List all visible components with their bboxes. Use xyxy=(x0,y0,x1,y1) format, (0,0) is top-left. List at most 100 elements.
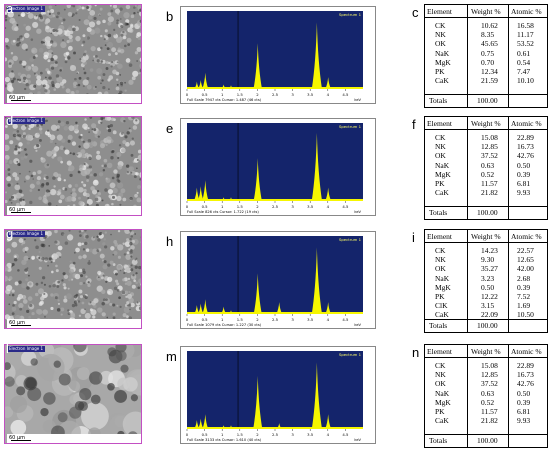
scale-bar: 60 µm xyxy=(7,94,141,103)
table-cell: PK xyxy=(435,179,445,188)
spectrum-peak xyxy=(253,375,263,429)
spectrum-baseline xyxy=(187,427,363,429)
table-cell: 21.82 xyxy=(481,188,498,198)
spectrum-legend: Spectrum 1 xyxy=(339,352,362,357)
sem-texture xyxy=(5,5,141,103)
panel-label-sem: a xyxy=(6,1,14,16)
spectrum-peak xyxy=(325,187,332,201)
table-cell: CaK xyxy=(435,76,449,86)
x-tick-label: 2.5 xyxy=(272,204,279,209)
sem-texture xyxy=(5,117,141,215)
table-cell: 16.73 xyxy=(517,142,534,152)
spectrum-caption: Full Scale 1079 cts Cursor: 1.227 (30 ct… xyxy=(187,323,262,327)
table-cell: OK xyxy=(435,264,446,274)
table-cell: 3.15 xyxy=(481,301,495,311)
eds-spectrum: 0 0.5 1 1.5 2 2.5 3 3.5 4 4.5 Full Scale 826 cts C… xyxy=(180,118,376,216)
spectrum-peak xyxy=(325,414,332,429)
table-cell: 11.17 xyxy=(517,30,534,40)
sem-micrograph: Electron Image 1 60 µm xyxy=(4,344,142,444)
x-tick-label: 4 xyxy=(327,204,330,209)
spectrum-svg: 0 0.5 1 1.5 2 2.5 3 3.5 4 4.5 Full Scale 3133 cts … xyxy=(181,347,375,443)
x-tick-label: 2 xyxy=(256,204,259,209)
panel-label-sem: g xyxy=(6,226,14,241)
spectrum-svg: 0 0.5 1 1.5 2 2.5 3 3.5 4 4.5 Full Scale 7947 cts … xyxy=(181,7,375,103)
spectrum-plot-area xyxy=(187,236,363,314)
spectrum-peak xyxy=(221,197,227,201)
table-cell: 0.70 xyxy=(481,57,495,67)
sem-image-tag: Electron Image 1 xyxy=(7,231,46,237)
spectrum-peak xyxy=(228,197,234,201)
table-cell: 7.52 xyxy=(517,292,531,301)
totals-label: Totals xyxy=(429,436,448,445)
spectrum-plot-area xyxy=(187,351,363,429)
x-tick-label: 0 xyxy=(186,317,189,322)
table-cell: 11.57 xyxy=(481,179,498,188)
scale-text: 60 µm xyxy=(9,207,26,213)
table-cell: 1.69 xyxy=(517,301,531,311)
table-cell: OK xyxy=(435,151,446,161)
table-col-rule xyxy=(467,230,468,332)
table-cell: 16.58 xyxy=(517,21,534,30)
table-cell: 22.09 xyxy=(481,310,498,320)
table-cell: 6.81 xyxy=(517,407,531,416)
table-cell: 22.89 xyxy=(517,133,534,142)
spectrum-peak xyxy=(276,302,283,314)
x-tick-label: 4 xyxy=(327,432,330,437)
table-cell: 10.62 xyxy=(481,21,498,30)
sem-micrograph: Electron Image 1 60 µm xyxy=(4,116,142,216)
spectrum-peak xyxy=(197,303,204,314)
spectrum-peak xyxy=(228,310,234,314)
x-tick-label: 4.5 xyxy=(342,92,349,97)
table-header-cell: Element xyxy=(427,7,452,16)
spectrum-caption: Full Scale 7947 cts Cursor: 1.487 (46 ct… xyxy=(187,98,262,102)
x-tick-label: 0 xyxy=(186,432,189,437)
spectrum-legend: Spectrum 1 xyxy=(339,124,362,129)
eds-spectrum: 0 0.5 1 1.5 2 2.5 3 3.5 4 4.5 Full Scale 1079 cts … xyxy=(180,231,376,329)
x-tick-label: 0.5 xyxy=(202,317,209,322)
table-totals-rule xyxy=(425,94,547,107)
totals-value: 100.00 xyxy=(477,208,498,217)
table-header-rule xyxy=(425,117,547,130)
spectrum-peak xyxy=(228,425,234,429)
table-header-cell: Weight % xyxy=(471,7,501,16)
spectrum-peak xyxy=(276,423,282,429)
x-tick-label: 1 xyxy=(221,432,224,437)
table-cell: 12.85 xyxy=(481,370,498,380)
spectrum-unit: keV xyxy=(354,323,361,327)
table-header-cell: Weight % xyxy=(471,232,501,241)
table-cell: 42.76 xyxy=(517,151,534,161)
table-cell: 0.50 xyxy=(481,282,495,292)
spectrum-peak xyxy=(253,43,263,89)
panel-label-sem: d xyxy=(6,113,14,128)
table-cell: 3.23 xyxy=(481,273,495,283)
table-cell: NK xyxy=(435,370,446,380)
x-tick-label: 3.5 xyxy=(307,92,314,97)
table-col-rule xyxy=(508,345,509,447)
totals-value: 100.00 xyxy=(477,321,498,330)
table-cell: PK xyxy=(435,292,445,301)
eds-spectrum: 0 0.5 1 1.5 2 2.5 3 3.5 4 4.5 Full Scale 7947 cts … xyxy=(180,6,376,104)
sem-micrograph: Electron Image 1 60 µm xyxy=(4,4,142,104)
table-header-rule xyxy=(425,5,547,18)
spectrum-unit: keV xyxy=(354,98,361,102)
table-cell: 12.85 xyxy=(481,142,498,152)
spectrum-peak xyxy=(325,77,332,89)
table-cell: 10.50 xyxy=(517,310,534,320)
table-cell: 0.50 xyxy=(517,388,531,398)
table-cell: 12.65 xyxy=(517,255,534,265)
totals-value: 100.00 xyxy=(477,96,498,105)
table-cell: 22.57 xyxy=(517,246,534,255)
table-cell: 10.10 xyxy=(517,76,534,86)
table-cell: 42.76 xyxy=(517,379,534,389)
table-cell: OK xyxy=(435,379,446,389)
spectrum-peak xyxy=(220,306,227,314)
x-tick-label: 0 xyxy=(186,204,189,209)
table-totals-rule xyxy=(425,319,547,332)
panel-label-table: n xyxy=(412,345,420,360)
scale-bar: 60 µm xyxy=(7,319,141,328)
table-cell: CK xyxy=(435,21,446,30)
x-tick-label: 3 xyxy=(291,317,294,322)
x-tick-label: 1 xyxy=(221,92,224,97)
table-cell: 9.30 xyxy=(481,255,495,265)
panel-label-table: i xyxy=(412,230,415,245)
